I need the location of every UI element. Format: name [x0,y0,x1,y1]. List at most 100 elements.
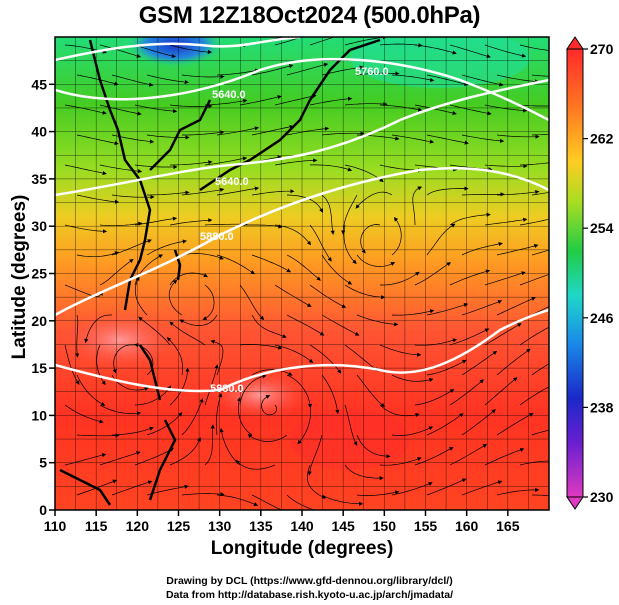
streamline [134,276,148,316]
streamline [414,389,455,406]
streamline [484,44,527,58]
streamline [286,126,330,136]
streamline [274,344,314,364]
x-tick-label: 135 [249,518,273,534]
y-tick-label: 0 [39,502,47,518]
streamline [251,124,294,136]
chart-title: GSM 12Z18Oct2024 (500.0hPa) [138,2,481,29]
streamline [356,254,396,267]
streamline [519,44,549,51]
coastlines [59,38,381,506]
x-tick-label: 160 [455,518,479,534]
streamline [321,131,365,136]
height-contours [55,37,549,393]
streamline [321,494,364,506]
streamline [166,337,184,376]
streamline [449,379,485,406]
streamline [216,494,259,506]
streamline [484,377,518,406]
streamline [261,395,278,416]
streamline [204,98,248,106]
streamline [519,386,549,406]
streamline [181,187,225,196]
streamline [414,262,451,286]
contour-label: 5640.0 [212,89,246,101]
streamline [239,344,283,350]
streamline [414,104,457,116]
contour-label: 5880.0 [210,383,244,395]
streamline [379,457,422,466]
y-tick-label: 20 [31,313,47,329]
streamline [484,217,528,226]
streamline [309,96,353,106]
streamline [112,344,136,374]
streamline [99,221,143,227]
streamline [181,253,224,260]
x-axis-label: Longitude (degrees) [210,538,394,559]
streamline [531,249,549,256]
streamline [380,271,420,286]
streamline [379,404,420,417]
y-axis-label: Latitude (degrees) [9,194,30,360]
streamline [134,164,178,170]
streamline [219,427,241,466]
streamline [496,74,540,84]
streamline [531,429,549,436]
streamline [146,239,187,256]
streamline [274,224,312,246]
contour-label: 5880.0 [200,231,234,243]
colorbar-tick-label: 254 [590,220,614,236]
streamline [355,191,393,209]
x-tick-label: 130 [208,518,232,534]
x-tick-label: 125 [167,518,191,534]
streamline [147,190,190,196]
x-tick-label: 155 [414,518,438,534]
streamline [181,398,204,436]
streamline [76,134,119,146]
streamline [532,494,549,497]
streamline [426,413,464,436]
x-tick-label: 145 [331,518,355,534]
streamline [210,339,224,376]
streamline [64,224,108,234]
streamline [251,64,294,76]
streamline [216,186,260,196]
colorbar-tick-label: 246 [590,310,614,326]
streamline [134,216,178,226]
streamline [286,254,321,281]
streamline [426,302,469,316]
streamline [179,314,218,326]
x-tick-label: 110 [44,518,67,534]
streamline [412,186,423,226]
streamline [204,424,215,466]
streamline [496,296,536,316]
streamline [484,104,528,113]
streamline [134,385,172,406]
streamline [64,404,104,424]
y-tick-label: 5 [39,455,47,471]
streamline [461,192,505,197]
streamline [309,344,342,374]
colorbar-tick-label: 270 [590,41,614,57]
streamline [76,74,119,86]
colorbar-tick-label: 238 [590,399,614,415]
streamline [344,344,379,372]
streamline [307,434,323,476]
streamline [449,44,491,59]
streamline [202,284,215,320]
streamline [519,162,549,166]
streamline [496,348,531,376]
streamline [379,43,423,48]
streamline [426,223,456,256]
streamline [216,68,260,76]
streamline [134,104,178,114]
streamline [449,212,491,226]
streamline [309,37,336,46]
streamline [146,134,190,140]
streamline [111,480,153,496]
streamline [531,192,549,196]
streamline [216,254,255,275]
streamline [286,314,325,336]
y-tick-label: 40 [31,124,47,140]
streamline [216,392,223,436]
